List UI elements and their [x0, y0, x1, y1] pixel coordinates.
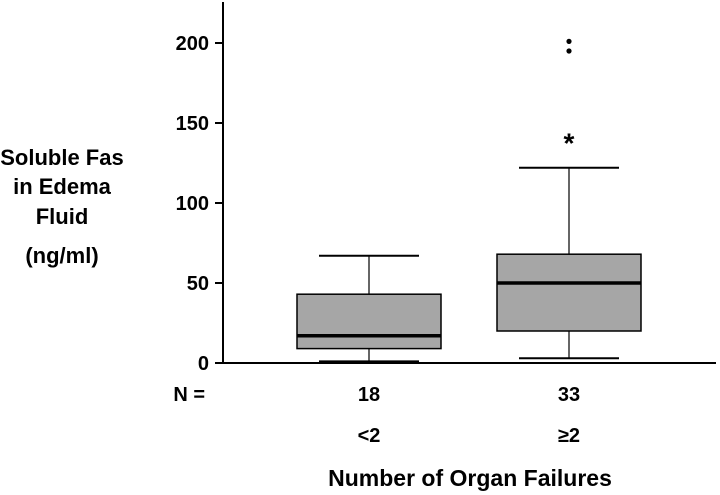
y-ticks: 0 50 100 150 200 — [176, 33, 223, 375]
box-iqr — [496, 253, 642, 332]
y-tick-label: 200 — [176, 33, 209, 55]
n-label: N = — [173, 384, 205, 406]
extreme-value-marker — [566, 38, 572, 45]
y-tick-label: 0 — [198, 353, 209, 375]
y-axis-title-line: in Edema — [13, 174, 112, 199]
x-tick-labels: <2 ≥2 — [358, 425, 580, 447]
y-axis-title: Soluble Fas in Edema Fluid (ng/ml) — [0, 145, 123, 268]
extreme-value-marker: * — [564, 127, 575, 158]
n-value: 18 — [358, 384, 380, 406]
extreme-value-marker — [566, 48, 572, 54]
box-iqr — [296, 293, 442, 350]
n-value: 33 — [558, 384, 580, 406]
boxes: * — [296, 38, 642, 363]
x-tick-label: <2 — [358, 425, 381, 447]
y-axis-title-line: Soluble Fas — [0, 145, 123, 170]
box-group — [296, 254, 442, 363]
x-axis-title: Number of Organ Failures — [328, 465, 612, 491]
y-tick-label: 50 — [187, 273, 209, 295]
y-axis-title-line: Fluid — [36, 204, 89, 229]
n-values: 18 33 — [358, 384, 580, 406]
x-tick-label: ≥2 — [558, 425, 580, 447]
y-tick-label: 150 — [176, 113, 209, 135]
box-group: * — [496, 38, 642, 360]
y-tick-label: 100 — [176, 193, 209, 215]
y-axis-title-line: (ng/ml) — [25, 243, 98, 268]
